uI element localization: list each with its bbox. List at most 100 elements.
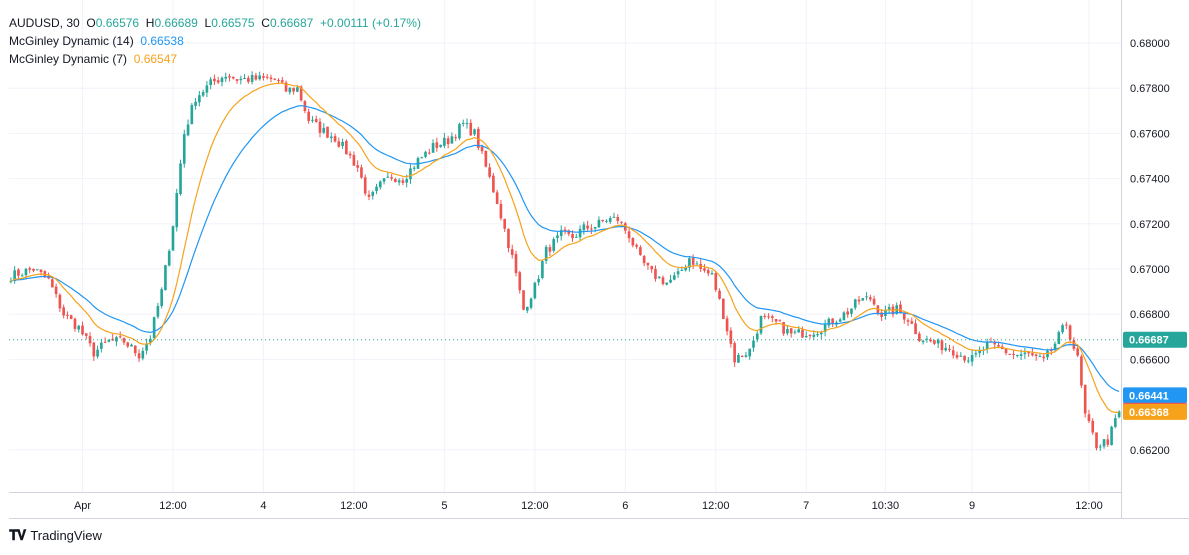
candle-up — [115, 337, 118, 342]
candle-up — [925, 338, 929, 340]
candle-up — [974, 353, 978, 355]
candle-down — [940, 340, 944, 351]
candle-down — [273, 78, 277, 80]
candle-up — [450, 136, 454, 144]
candle-down — [62, 307, 65, 316]
candle-down — [1004, 348, 1008, 354]
candle-up — [243, 78, 246, 80]
candle-down — [69, 315, 73, 319]
candle-up — [194, 101, 197, 106]
candle-down — [902, 312, 906, 320]
mcginley-7-line — [10, 82, 1120, 414]
close-label: C — [261, 16, 270, 30]
candle-up — [669, 279, 672, 283]
candle-down — [721, 298, 725, 320]
candle-down — [801, 329, 804, 338]
candle-up — [329, 136, 333, 139]
candle-down — [1008, 353, 1012, 355]
candle-up — [458, 124, 461, 139]
candle-up — [820, 332, 823, 335]
candle-down — [1031, 353, 1034, 356]
candle-up — [744, 355, 748, 357]
candle-down — [66, 314, 69, 316]
candle-down — [507, 228, 510, 249]
x-tick-label: 10:30 — [872, 500, 900, 512]
x-tick-label: 6 — [622, 500, 628, 512]
candle-up — [439, 144, 442, 147]
candle-up — [1098, 446, 1102, 448]
symbol[interactable]: AUDUSD — [9, 16, 60, 30]
candle-up — [657, 276, 661, 278]
candle-up — [190, 105, 194, 125]
candle-down — [590, 228, 593, 230]
candle-up — [816, 334, 819, 336]
candle-down — [1106, 439, 1110, 445]
candle-down — [254, 75, 258, 80]
candle-down — [51, 279, 54, 288]
candle-down — [277, 79, 280, 82]
candle-down — [955, 354, 959, 358]
candle-down — [948, 348, 951, 350]
candle-up — [823, 324, 827, 333]
candle-up — [205, 85, 209, 93]
candle-down — [88, 336, 92, 344]
candle-down — [1034, 354, 1038, 356]
candle-up — [1102, 439, 1106, 447]
candle-down — [401, 180, 405, 183]
candle-down — [435, 142, 439, 148]
candle-down — [54, 286, 58, 295]
md14-value: 0.66538 — [140, 34, 184, 48]
candle-up — [936, 339, 940, 344]
candle-down — [620, 221, 623, 223]
candle-up — [597, 219, 601, 228]
high-value: 0.66689 — [154, 16, 198, 30]
indicator-row-md14[interactable]: McGinley Dynamic (14) 0.66538 — [9, 32, 421, 50]
open-value: 0.66576 — [95, 16, 140, 30]
candle-down — [703, 268, 706, 271]
candle-up — [1110, 426, 1113, 446]
candle-up — [322, 127, 326, 133]
candle-up — [130, 344, 133, 347]
candle-down — [314, 119, 318, 123]
candle-down — [808, 335, 812, 337]
candle-up — [578, 229, 582, 238]
indicator-row-md7[interactable]: McGinley Dynamic (7) 0.66547 — [9, 50, 421, 68]
candle-up — [676, 271, 680, 275]
candle-down — [586, 225, 589, 229]
candle-up — [786, 329, 789, 334]
candle-down — [1087, 414, 1091, 422]
candle-up — [684, 266, 687, 271]
candle-up — [865, 296, 868, 298]
candle-down — [869, 297, 872, 300]
candle-up — [850, 308, 853, 314]
candle-down — [1049, 349, 1053, 351]
candle-up — [1117, 411, 1121, 418]
candle-up — [224, 76, 228, 79]
candle-down — [642, 256, 646, 264]
candle-down — [789, 328, 793, 334]
candle-down — [514, 254, 518, 273]
candle-down — [499, 203, 503, 219]
candle-up — [1057, 332, 1061, 345]
candle-down — [1091, 420, 1095, 433]
candle-down — [733, 343, 736, 363]
tradingview-brand[interactable]: 𝐓𝐕 TradingView — [9, 527, 102, 544]
mcginley-14-line — [10, 105, 1120, 393]
candle-up — [737, 354, 740, 363]
candle-up — [156, 306, 160, 317]
candle-down — [740, 355, 744, 358]
candle-down — [906, 320, 910, 322]
candles-layer — [9, 71, 1121, 451]
candle-down — [81, 325, 84, 335]
candle-up — [179, 163, 182, 195]
candle-up — [842, 312, 846, 321]
interval[interactable]: 30 — [66, 16, 80, 30]
candle-up — [1114, 418, 1117, 427]
candle-down — [846, 311, 850, 315]
candle-up — [985, 342, 989, 350]
candle-up — [1019, 354, 1023, 356]
candle-up — [20, 275, 24, 277]
candle-up — [220, 77, 224, 83]
